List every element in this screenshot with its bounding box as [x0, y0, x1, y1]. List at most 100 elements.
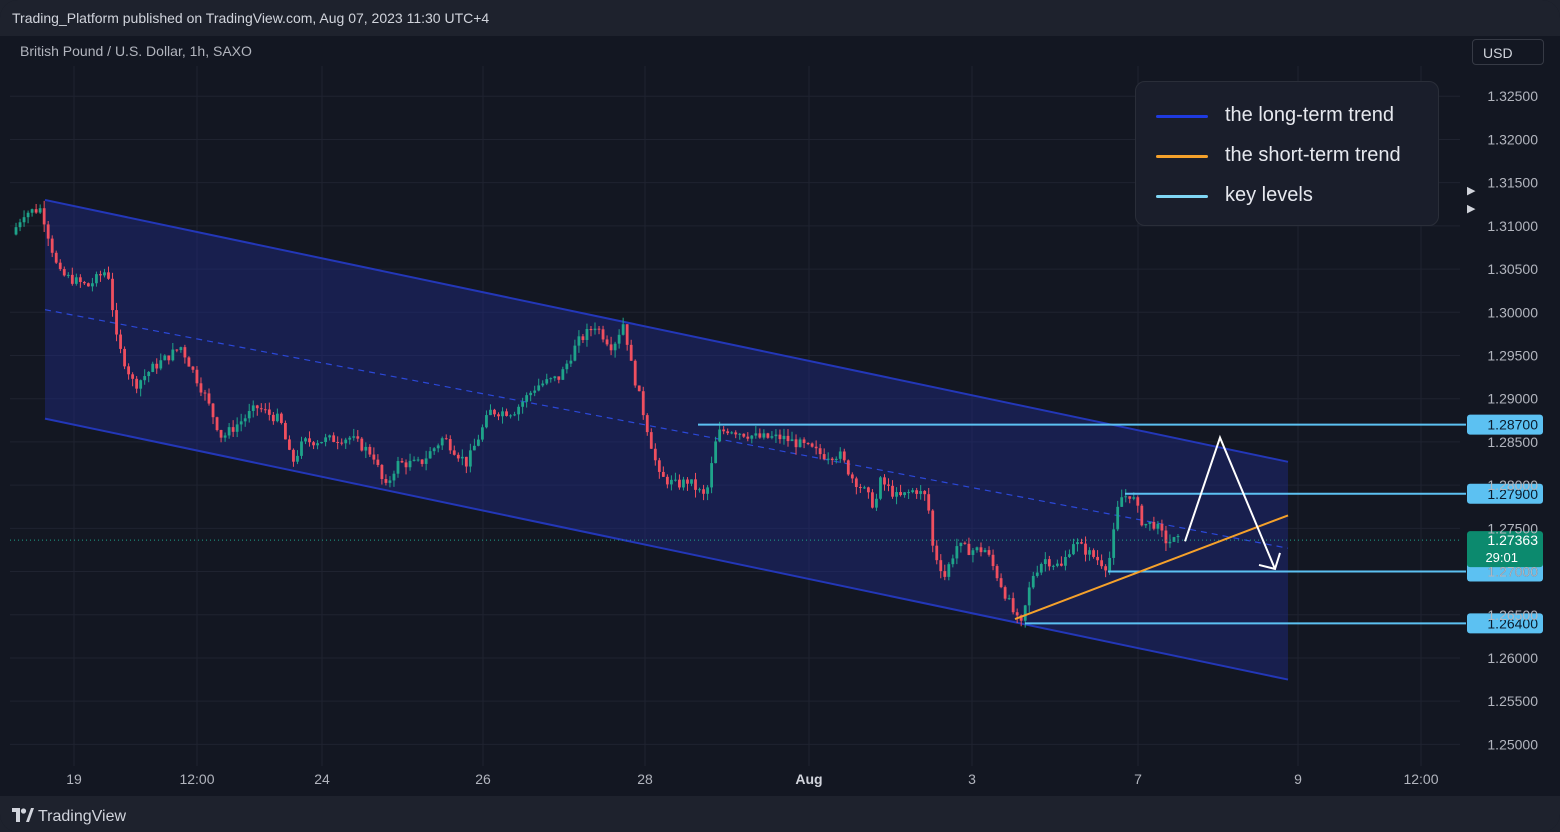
candle: [738, 432, 742, 440]
x-tick-label: 9: [1294, 771, 1302, 787]
candle: [1120, 489, 1124, 507]
candle: [1172, 536, 1176, 543]
candle-body: [549, 378, 553, 380]
candle: [762, 429, 766, 440]
candle-body: [1140, 505, 1144, 526]
candle-body: [82, 281, 86, 284]
candle: [292, 448, 295, 467]
candle: [557, 376, 561, 384]
scale-arrow-icon[interactable]: ▶: [1467, 185, 1476, 197]
candle-body: [460, 456, 464, 459]
candle-body: [895, 492, 898, 497]
candle: [665, 474, 669, 489]
candle: [854, 476, 858, 495]
candle: [485, 410, 488, 429]
candle: [275, 408, 279, 423]
candle-body: [806, 442, 810, 444]
candle-body: [167, 355, 171, 361]
candle-body: [979, 547, 983, 553]
candle: [694, 472, 697, 498]
candle: [203, 389, 207, 401]
candle-body: [810, 443, 814, 447]
candle-body: [746, 436, 750, 439]
candle-body: [871, 492, 874, 508]
candle-body: [714, 441, 718, 464]
candle: [284, 420, 287, 440]
candle-body: [131, 374, 135, 379]
candle: [939, 554, 943, 579]
candle: [175, 349, 179, 353]
candle-body: [1124, 496, 1128, 498]
candle: [1092, 548, 1095, 559]
candle-body: [432, 448, 436, 452]
candle: [754, 425, 758, 439]
candle-body: [939, 560, 943, 572]
candle-body: [657, 460, 661, 472]
candle-body: [95, 274, 98, 284]
candle: [155, 358, 159, 374]
y-tick-label: 1.30500: [1487, 261, 1538, 277]
candle: [766, 432, 770, 439]
currency-selector[interactable]: USD: [1472, 39, 1544, 65]
candle-body: [525, 395, 529, 402]
candle-body: [111, 278, 114, 311]
scale-arrow-icon[interactable]: ▶: [1467, 203, 1476, 215]
candle-body: [983, 550, 987, 553]
candle-body: [1128, 496, 1132, 499]
candle-body: [223, 435, 227, 438]
candle-body: [288, 439, 291, 450]
x-tick-label: Aug: [795, 771, 822, 787]
candle: [235, 417, 239, 438]
candle-body: [1011, 598, 1015, 613]
candle: [593, 322, 597, 335]
candle: [30, 208, 34, 217]
candle: [416, 456, 420, 462]
candle-body: [211, 403, 215, 418]
candle-body: [762, 433, 766, 438]
candle-body: [171, 349, 175, 361]
candle: [368, 444, 372, 458]
candle-body: [356, 436, 360, 439]
candle-body: [597, 328, 601, 330]
candle-body: [1172, 537, 1176, 542]
candle: [103, 268, 106, 278]
candle-body: [645, 415, 649, 433]
candle-body: [879, 477, 882, 499]
candle-body: [814, 446, 818, 449]
candle-body: [678, 479, 681, 488]
y-tick-label: 1.26000: [1487, 650, 1538, 666]
key-level-lines: 1.28700 1.27900 1.27000 1.26400 1.27363 29:01: [698, 414, 1543, 634]
candle: [328, 434, 332, 441]
candle: [862, 485, 866, 489]
candle: [428, 446, 432, 459]
candle-body: [1064, 556, 1067, 566]
x-tick-label: 12:00: [179, 771, 214, 787]
candle-body: [513, 414, 516, 416]
candle-body: [609, 344, 613, 351]
candle-body: [605, 339, 609, 345]
candle: [1100, 554, 1104, 569]
candle: [798, 437, 802, 448]
candle-body: [58, 262, 62, 270]
candle: [649, 428, 653, 449]
candle-body: [74, 277, 78, 284]
candle: [758, 428, 762, 439]
candle-body: [46, 224, 50, 239]
candle-body: [963, 542, 967, 544]
candle-body: [255, 405, 259, 409]
candle-body: [935, 545, 939, 561]
candle-body: [674, 479, 677, 481]
candle: [332, 432, 336, 443]
candle-body: [541, 383, 545, 386]
channel-fill: [45, 199, 1288, 680]
candle: [119, 329, 122, 354]
candle-body: [477, 439, 480, 446]
candle-body: [408, 460, 412, 468]
legend-label: the long-term trend: [1225, 104, 1394, 126]
candle-body: [1023, 605, 1027, 621]
symbol-title: British Pound / U.S. Dollar, 1h, SAXO: [20, 43, 252, 59]
current-price-label: 1.27363: [1487, 532, 1538, 548]
candle: [842, 448, 846, 463]
candle-body: [1039, 564, 1043, 573]
